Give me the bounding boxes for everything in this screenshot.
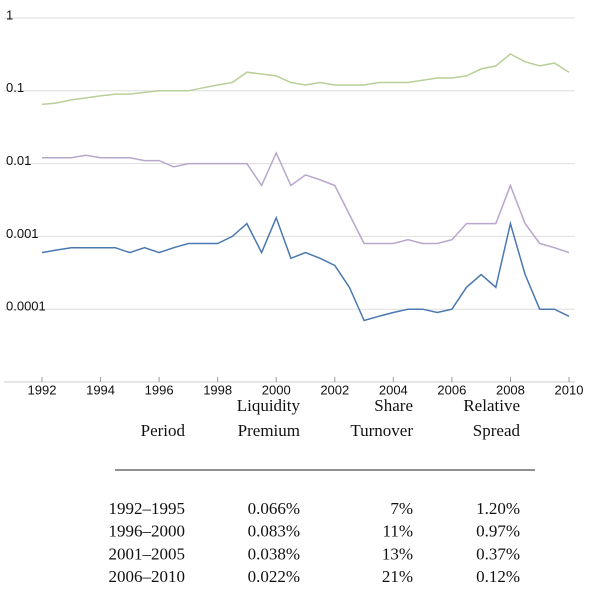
- x-tick-label: 2010: [555, 382, 584, 397]
- table-cell: 13%: [382, 544, 413, 563]
- y-tick-label: 0.01: [6, 153, 31, 168]
- table-cell: 0.37%: [476, 544, 520, 563]
- table-cell: 0.066%: [248, 499, 300, 518]
- x-tick-label: 1992: [28, 382, 57, 397]
- table-cell: 11%: [382, 522, 413, 541]
- x-tick-label: 1996: [145, 382, 174, 397]
- x-tick-label: 2008: [496, 382, 525, 397]
- y-tick-label: 0.1: [6, 80, 24, 95]
- column-header: Spread: [473, 421, 521, 440]
- table-cell: 2001–2005: [109, 544, 186, 563]
- x-tick-label: 2006: [437, 382, 466, 397]
- series-line: [42, 151, 570, 254]
- column-header: Period: [141, 421, 186, 440]
- x-tick-label: 1998: [203, 382, 232, 397]
- table-cell: 0.97%: [476, 522, 520, 541]
- x-tick-label: 2000: [262, 382, 291, 397]
- column-header: Premium: [238, 421, 300, 440]
- x-tick-label: 2002: [320, 382, 349, 397]
- column-header: Liquidity: [237, 396, 301, 415]
- table-cell: 1992–1995: [109, 499, 186, 518]
- table-cell: 0.12%: [476, 567, 520, 586]
- table-cell: 2006–2010: [109, 567, 186, 586]
- x-tick-label: 2004: [379, 382, 408, 397]
- table-cell: 1996–2000: [109, 522, 186, 541]
- series-line: [41, 53, 570, 106]
- y-tick-label: 0.0001: [6, 299, 46, 314]
- column-header: Share: [374, 396, 413, 415]
- table-cell: 1.20%: [476, 499, 520, 518]
- table-cell: 21%: [382, 567, 413, 586]
- y-tick-label: 0.001: [6, 226, 39, 241]
- table-cell: 0.083%: [248, 522, 300, 541]
- table: Period Liquidity Premium Share Turnover Relat…: [109, 396, 535, 586]
- x-tick-label: 1994: [86, 382, 115, 397]
- column-header: Relative: [463, 396, 520, 415]
- table-cell: 0.038%: [248, 544, 300, 563]
- y-tick-label: 1: [6, 7, 13, 22]
- series-line: [41, 215, 570, 322]
- column-header: Turnover: [350, 421, 413, 440]
- table-cell: 7%: [390, 499, 413, 518]
- table-cell: 0.022%: [248, 567, 300, 586]
